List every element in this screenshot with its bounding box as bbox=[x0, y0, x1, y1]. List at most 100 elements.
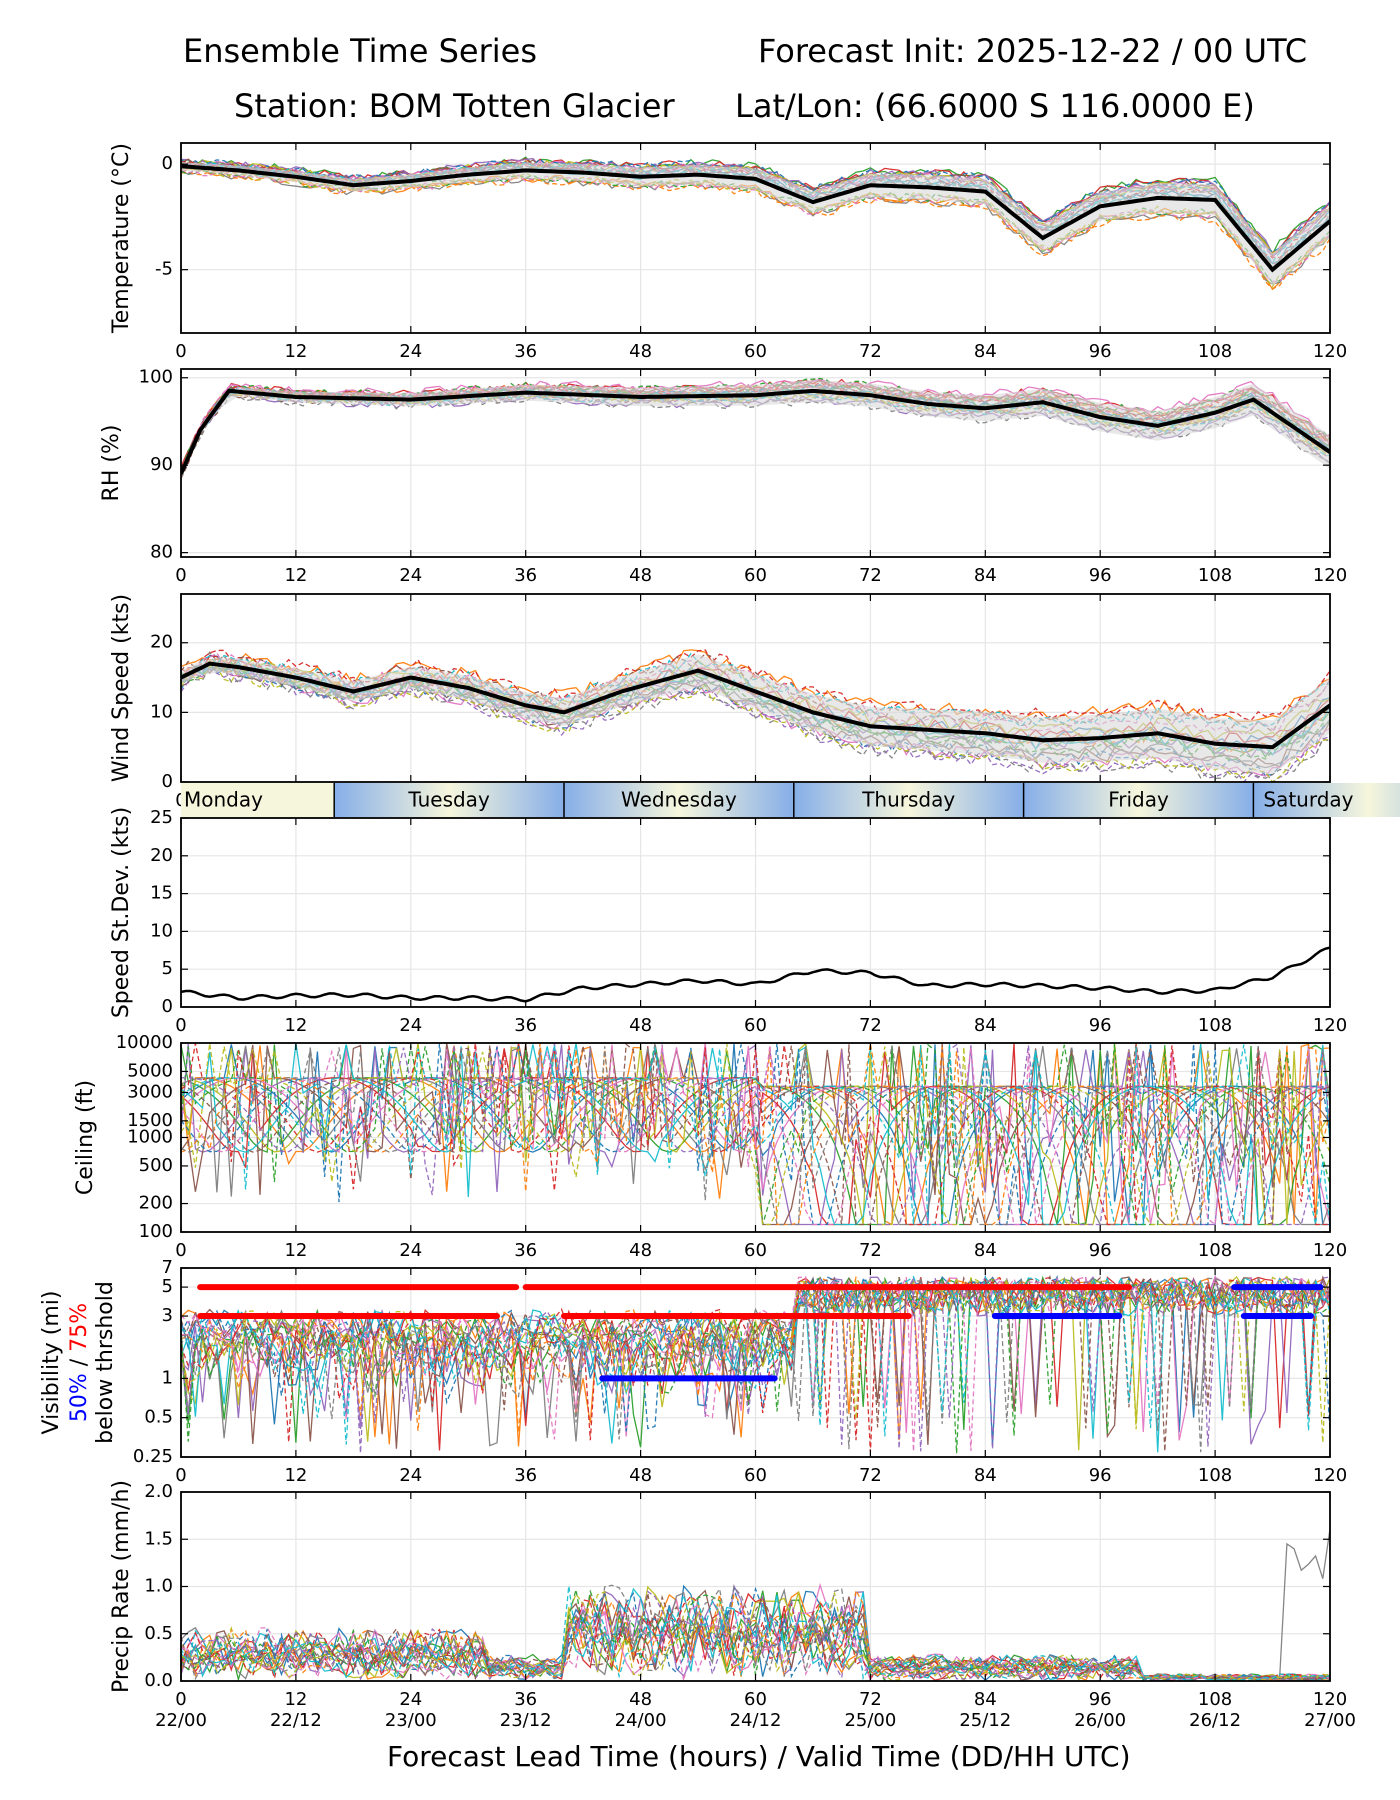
x-tick-label: 48 bbox=[629, 341, 652, 362]
ensemble-member-line bbox=[181, 1595, 1330, 1681]
x-tick-label: 108 bbox=[1198, 565, 1232, 586]
y-tick-label: 10 bbox=[150, 701, 173, 722]
x-tick-label: 84 bbox=[974, 341, 997, 362]
x-tick-label: 84 bbox=[974, 565, 997, 586]
y-tick-label: 200 bbox=[139, 1193, 173, 1214]
ensemble-member-line bbox=[181, 1590, 1330, 1681]
x-tick-label: 36 bbox=[514, 1240, 537, 1261]
y-tick-label: 10000 bbox=[116, 1032, 173, 1053]
ensemble-member-line bbox=[181, 1043, 1330, 1226]
x-tick-label: 72 bbox=[859, 1015, 882, 1036]
y-axis-label: Visibility (mi) bbox=[39, 1291, 64, 1435]
ensemble-mean-line bbox=[181, 946, 1330, 1003]
ensemble-member-line bbox=[181, 1590, 1330, 1681]
y-tick-label: 20 bbox=[150, 845, 173, 866]
y-tick-label: 5 bbox=[162, 1276, 173, 1297]
x-tick-label: 84 bbox=[974, 1689, 997, 1710]
ensemble-member-line bbox=[181, 1043, 1330, 1226]
x-tick-label: 96 bbox=[1089, 565, 1112, 586]
x-tick-label: 96 bbox=[1089, 1465, 1112, 1486]
x-tick-label: 24 bbox=[399, 565, 422, 586]
x-tick-label: 36 bbox=[514, 341, 537, 362]
y-tick-label: 3 bbox=[162, 1305, 173, 1326]
y-tick-label: 2.0 bbox=[144, 1481, 173, 1502]
valid-time-label: 27/00 bbox=[1304, 1710, 1356, 1731]
ensemble-member-line bbox=[181, 1045, 1330, 1226]
forecast-init: Forecast Init: 2025-12-22 / 00 UTC bbox=[758, 32, 1308, 70]
x-tick-label: 48 bbox=[629, 1465, 652, 1486]
y-tick-label: 5000 bbox=[127, 1060, 173, 1081]
x-tick-label: 60 bbox=[744, 341, 767, 362]
x-tick-label: 48 bbox=[629, 1240, 652, 1261]
x-tick-label: 36 bbox=[514, 1689, 537, 1710]
x-tick-label: 0 bbox=[175, 341, 186, 362]
x-tick-label: 96 bbox=[1089, 341, 1112, 362]
valid-time-label: 24/12 bbox=[730, 1710, 782, 1731]
day-label-tuesday: Tuesday bbox=[407, 788, 490, 812]
x-tick-label: 24 bbox=[399, 1465, 422, 1486]
day-segment bbox=[334, 783, 564, 817]
x-tick-label: 72 bbox=[859, 565, 882, 586]
plot-area bbox=[181, 156, 1330, 291]
ensemble-member-line bbox=[181, 1043, 1330, 1226]
ensemble-member-line bbox=[181, 1275, 1330, 1433]
y-tick-label: 1.5 bbox=[144, 1528, 173, 1549]
valid-time-label: 22/00 bbox=[155, 1710, 207, 1731]
y-tick-label: 500 bbox=[139, 1155, 173, 1176]
spread-band bbox=[181, 654, 1330, 774]
x-tick-label: 120 bbox=[1313, 1240, 1347, 1261]
valid-time-label: 22/12 bbox=[270, 1710, 322, 1731]
y-tick-label: 0 bbox=[162, 771, 173, 792]
panel-rh: 0 12 24 36 48 60 72 84 96 108 120 80 90 100 RH (%) bbox=[99, 367, 1347, 586]
x-tick-label: 12 bbox=[284, 565, 307, 586]
ensemble-member-line bbox=[181, 1276, 1330, 1453]
x-tick-label: 12 bbox=[284, 1689, 307, 1710]
x-tick-label: 72 bbox=[859, 1689, 882, 1710]
y-axis-label: RH (%) bbox=[99, 425, 124, 502]
x-tick-label: 84 bbox=[974, 1015, 997, 1036]
ensemble-member-line bbox=[181, 1585, 1330, 1681]
x-tick-label: 60 bbox=[744, 1465, 767, 1486]
day-bar: Monday Tuesday Wednesday Thursday Friday Satu… bbox=[181, 783, 1400, 817]
plot-area bbox=[181, 1274, 1330, 1454]
day-segment bbox=[564, 783, 794, 817]
x-tick-label: 60 bbox=[744, 1015, 767, 1036]
ensemble-member-line bbox=[181, 667, 1330, 782]
x-tick-label: 108 bbox=[1198, 1240, 1232, 1261]
y-tick-label: 0.5 bbox=[144, 1407, 173, 1428]
ensemble-member-line bbox=[181, 1593, 1330, 1681]
y-tick-label: 1000 bbox=[127, 1127, 173, 1148]
x-tick-label: 0 bbox=[175, 1240, 186, 1261]
panel-visibility: 0 12 24 36 48 60 72 84 96 108 120 0.25 0.5 1 3 57 Visibi… bbox=[39, 1257, 1347, 1486]
day-label-friday: Friday bbox=[1108, 788, 1169, 812]
panel-temperature: 0 12 24 36 48 60 72 84 96 108 120 0 -5 Temperature (°… bbox=[109, 142, 1347, 362]
x-tick-label: 96 bbox=[1089, 1240, 1112, 1261]
panel-speed_stdev: 0 12 24 36 48 60 72 84 96 108 120 0 5 10 15 20 25 Speed S… bbox=[109, 807, 1347, 1036]
label-75pct: 75% bbox=[67, 1303, 92, 1352]
x-tick-label: 60 bbox=[744, 1689, 767, 1710]
label-50pct: 50% bbox=[67, 1373, 92, 1422]
x-tick-label: 0 bbox=[175, 565, 186, 586]
day-segment bbox=[1023, 783, 1254, 817]
x-tick-label: 60 bbox=[744, 565, 767, 586]
y-tick-label: 25 bbox=[150, 807, 173, 828]
ensemble-mean-line bbox=[181, 164, 1330, 273]
x-tick-label: 84 bbox=[974, 1465, 997, 1486]
x-tick-label: 120 bbox=[1313, 1689, 1347, 1710]
valid-time-label: 24/00 bbox=[615, 1710, 667, 1731]
x-tick-label: 72 bbox=[859, 341, 882, 362]
day-label-thursday: Thursday bbox=[861, 788, 955, 812]
x-tick-label: 36 bbox=[514, 565, 537, 586]
y-axis-label: Precip Rate (mm/h) bbox=[109, 1480, 134, 1693]
ensemble-member-line bbox=[181, 1275, 1330, 1451]
day-segment bbox=[1253, 783, 1400, 817]
ensemble-member-line bbox=[181, 167, 1330, 288]
figure-title: Ensemble Time Series bbox=[183, 32, 537, 70]
label-sep: / bbox=[67, 1352, 92, 1373]
x-tick-label: 60 bbox=[744, 1240, 767, 1261]
ensemble-member-line bbox=[181, 1276, 1330, 1443]
x-tick-label: 0 bbox=[175, 1465, 186, 1486]
panel-ceiling: 0 12 24 36 48 60 72 84 96 108 120 100 200 500 10001500… bbox=[73, 1032, 1347, 1261]
ensemble-mean-line bbox=[181, 661, 1330, 750]
day-label-wednesday: Wednesday bbox=[621, 788, 737, 812]
